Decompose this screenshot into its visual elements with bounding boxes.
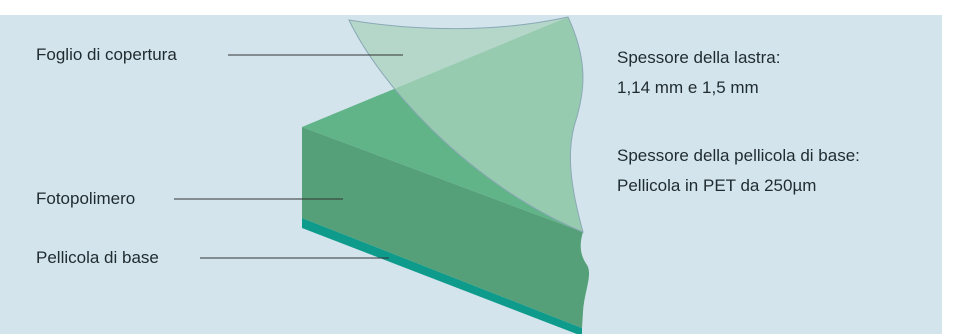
plate-thickness-value: 1,14 mm e 1,5 mm <box>617 78 759 97</box>
base-film-thickness-title: Spessore della pellicola di base: <box>617 146 860 165</box>
cover-sheet-label: Foglio di copertura <box>36 45 177 64</box>
photopolymer-label: Fotopolimero <box>36 189 136 208</box>
base-film-label: Pellicola di base <box>36 248 159 267</box>
cover-sheet-layer <box>348 16 584 233</box>
base-film-layer <box>302 218 582 334</box>
base-film-thickness-value: Pellicola in PET da 250µm <box>617 176 817 195</box>
plate-thickness-title: Spessore della lastra: <box>617 48 781 67</box>
photopolymer-side-face <box>302 127 590 328</box>
